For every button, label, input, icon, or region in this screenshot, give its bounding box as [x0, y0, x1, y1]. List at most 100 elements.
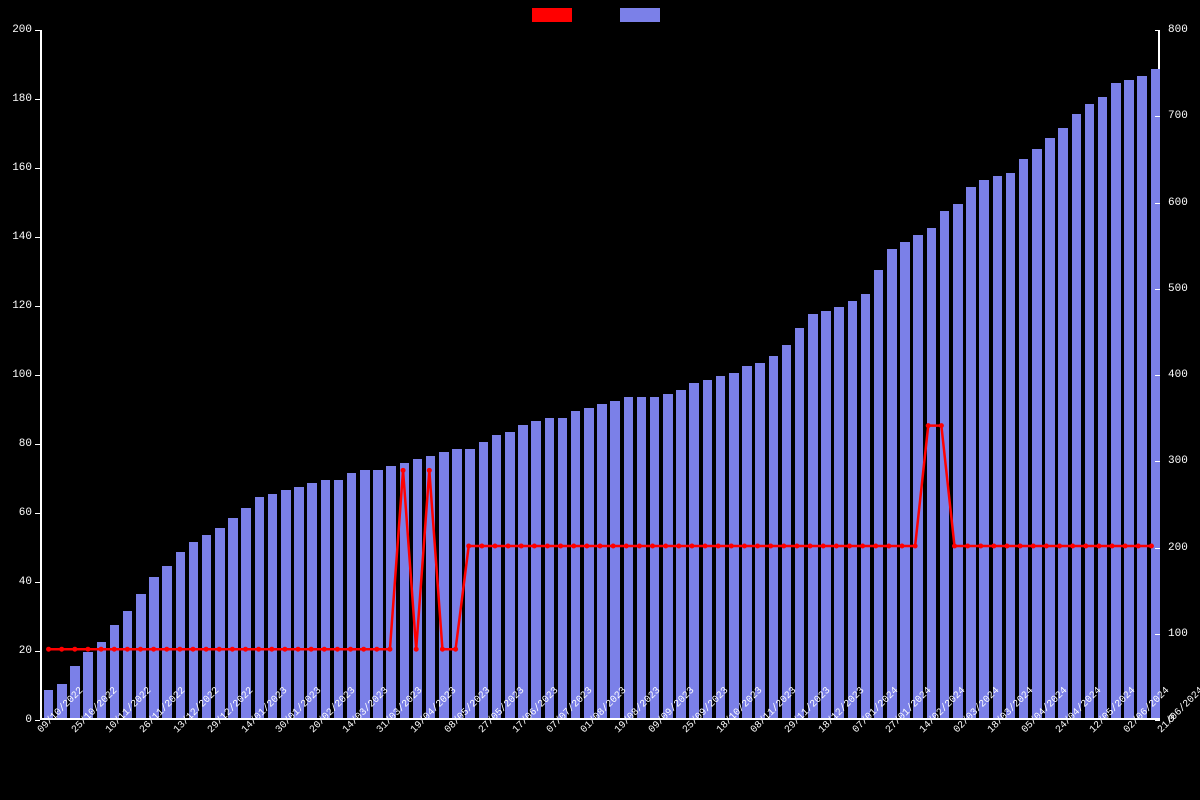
- bar: [1085, 104, 1094, 718]
- bar: [228, 518, 237, 718]
- x-tick-label: 29/12/2022: [206, 728, 214, 736]
- y-left-tick-label: 120: [12, 300, 32, 312]
- x-tick-label: 17/06/2023: [511, 728, 519, 736]
- bar: [294, 487, 303, 718]
- x-tick-label: 08/11/2023: [749, 728, 757, 736]
- bar: [821, 311, 830, 718]
- bar: [189, 542, 198, 718]
- bar: [571, 411, 580, 718]
- bar: [558, 418, 567, 718]
- bar: [1124, 80, 1133, 718]
- x-tick-label: 20/02/2023: [308, 728, 316, 736]
- bar: [479, 442, 488, 718]
- x-tick-label: 27/01/2024: [884, 728, 892, 736]
- y-right-tick-label: 500: [1168, 283, 1188, 295]
- bar: [676, 390, 685, 718]
- bar: [979, 180, 988, 718]
- y-axis-left: 020406080100120140160180200: [0, 30, 38, 720]
- bar: [663, 394, 672, 718]
- bar: [913, 235, 922, 718]
- bar: [624, 397, 633, 718]
- legend-item-bar: [620, 8, 668, 22]
- bar: [703, 380, 712, 718]
- y-left-tick-label: 200: [12, 24, 32, 36]
- y-right-tick-label: 400: [1168, 369, 1188, 381]
- legend-item-line: [532, 8, 580, 22]
- bar: [808, 314, 817, 718]
- x-tick-label: 10/11/2022: [104, 728, 112, 736]
- bar: [769, 356, 778, 718]
- bar: [373, 470, 382, 718]
- bar: [650, 397, 659, 718]
- y-right-tick-label: 200: [1168, 542, 1188, 554]
- bar: [1137, 76, 1146, 718]
- legend-swatch-blue: [620, 8, 660, 22]
- bar: [716, 376, 725, 718]
- x-tick-label: 19/04/2023: [409, 728, 417, 736]
- x-tick-label: 25/09/2023: [681, 728, 689, 736]
- bar: [637, 397, 646, 718]
- x-tick-label: 08/05/2023: [443, 728, 451, 736]
- bar: [953, 204, 962, 718]
- bar: [321, 480, 330, 718]
- y-left-tick-label: 80: [19, 438, 32, 450]
- bar: [400, 463, 409, 718]
- bar: [268, 494, 277, 718]
- y-left-tick-label: 0: [25, 714, 32, 726]
- bar: [597, 404, 606, 718]
- y-axis-right: 0100200300400500600700800: [1162, 30, 1200, 720]
- x-tick-label: 05/04/2024: [1020, 728, 1028, 736]
- bar: [584, 408, 593, 719]
- x-tick-label: 27/05/2023: [477, 728, 485, 736]
- bar: [834, 307, 843, 718]
- bar: [1151, 69, 1160, 718]
- bar: [782, 345, 791, 718]
- y-left-tick-label: 40: [19, 576, 32, 588]
- x-tick-label: 02/03/2024: [952, 728, 960, 736]
- x-tick-label: 24/04/2024: [1054, 728, 1062, 736]
- bar: [848, 301, 857, 718]
- x-tick-label: 19/08/2023: [613, 728, 621, 736]
- x-tick-label: 07/01/2024: [851, 728, 859, 736]
- x-axis: 09/10/202225/10/202210/11/202226/11/2022…: [40, 720, 1160, 800]
- x-tick-label: 02/06/2024: [1122, 728, 1130, 736]
- x-tick-label: 31/03/2023: [375, 728, 383, 736]
- bar: [993, 176, 1002, 718]
- legend-swatch-red: [532, 8, 572, 22]
- bar: [795, 328, 804, 718]
- bar: [1006, 173, 1015, 718]
- x-tick-label: 07/07/2023: [545, 728, 553, 736]
- bar: [689, 383, 698, 718]
- bar: [531, 421, 540, 718]
- bar: [110, 625, 119, 718]
- bar: [505, 432, 514, 718]
- bar: [439, 452, 448, 718]
- x-tick-label: 14/01/2023: [240, 728, 248, 736]
- bar: [966, 187, 975, 718]
- bar: [347, 473, 356, 718]
- bar: [1072, 114, 1081, 718]
- bar-series: [42, 30, 1158, 718]
- y-left-tick-label: 140: [12, 231, 32, 243]
- x-tick-label: 18/10/2023: [715, 728, 723, 736]
- bar: [518, 425, 527, 718]
- bar: [861, 294, 870, 718]
- bar: [1019, 159, 1028, 718]
- y-left-tick-label: 20: [19, 645, 32, 657]
- x-tick-label: 09/10/2022: [36, 728, 44, 736]
- bar: [940, 211, 949, 718]
- bar: [360, 470, 369, 718]
- y-right-tick-label: 700: [1168, 110, 1188, 122]
- x-tick-label: 12/05/2024: [1088, 728, 1096, 736]
- bar: [742, 366, 751, 718]
- y-right-tick-label: 800: [1168, 24, 1188, 36]
- plot-area: [40, 30, 1160, 720]
- bar: [545, 418, 554, 718]
- bar: [1058, 128, 1067, 718]
- bar: [927, 228, 936, 718]
- x-tick-label: 26/11/2022: [138, 728, 146, 736]
- bar: [874, 270, 883, 719]
- bar: [413, 459, 422, 718]
- bar: [307, 483, 316, 718]
- x-tick-label: 18/12/2023: [817, 728, 825, 736]
